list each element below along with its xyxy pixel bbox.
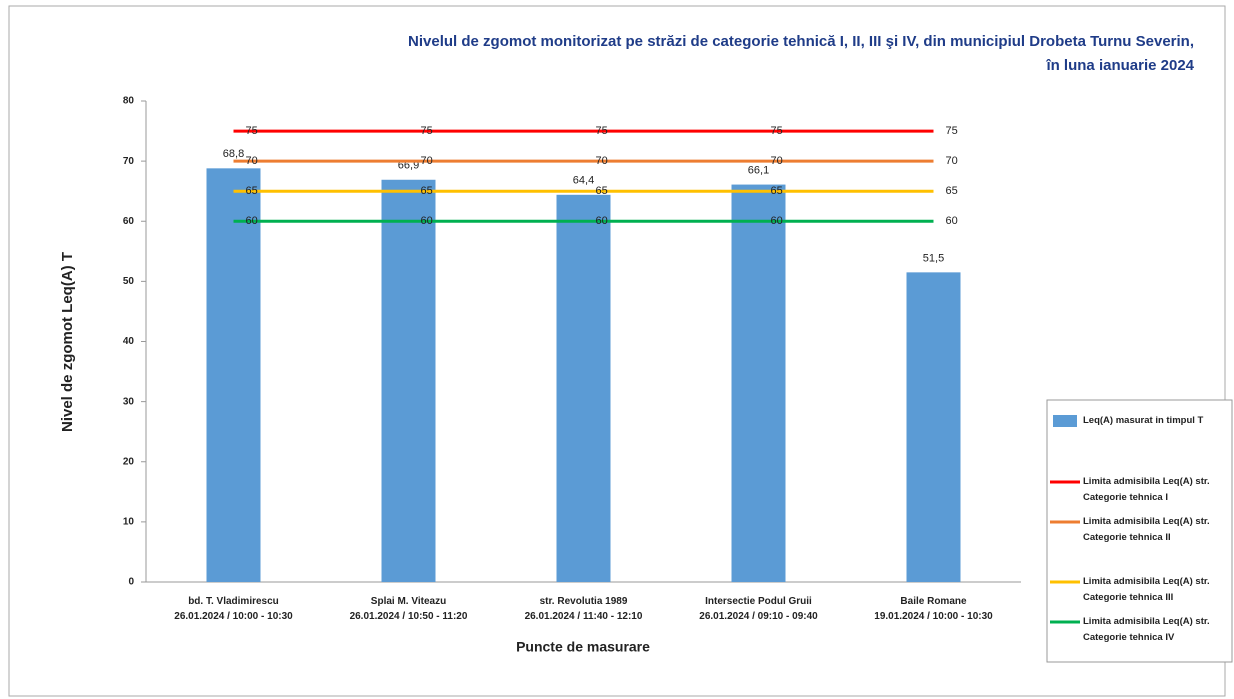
frame	[8, 5, 1226, 697]
bar-value-label: 64,4	[573, 175, 594, 187]
line-value-label: 75	[771, 125, 783, 137]
bar	[381, 179, 436, 583]
legend-label: Limita admisibila Leq(A) str. Categorie …	[1083, 516, 1210, 543]
line-value-label: 65	[421, 185, 433, 197]
legend-label: Limita admisibila Leq(A) str. Categorie …	[1083, 476, 1210, 503]
y-tick-label: 20	[123, 456, 135, 467]
x-tick-label: Intersectie Podul Gruii 26.01.2024 / 09:…	[699, 596, 818, 622]
y-tick-label: 10	[123, 517, 135, 528]
bar-value-label: 51,5	[923, 252, 944, 264]
line-value-label: 65	[946, 185, 958, 197]
legend-label: Leq(A) masurat in timpul T	[1083, 415, 1204, 426]
y-axis-label: Nivel de zgomot Leq(A) T	[59, 252, 76, 432]
line-value-label: 75	[421, 125, 433, 137]
line-value-label: 60	[946, 215, 958, 227]
line-value-label: 60	[596, 215, 608, 227]
line-value-label: 70	[946, 155, 958, 167]
bar	[556, 194, 611, 583]
y-tick-label: 0	[128, 577, 134, 588]
y-tick-label: 60	[123, 216, 135, 227]
bar-value-label: 66,9	[398, 160, 419, 172]
line-value-label: 70	[246, 155, 258, 167]
x-axis-label: Puncte de masurare	[516, 639, 650, 655]
y-tick-label: 70	[123, 156, 135, 167]
y-tick-label: 40	[123, 336, 135, 347]
y-tick-label: 30	[123, 396, 135, 407]
line-value-label: 70	[771, 155, 783, 167]
bar-value-label: 66,1	[748, 164, 769, 176]
line-value-label: 75	[596, 125, 608, 137]
legend-label: Limita admisibila Leq(A) str. Categorie …	[1083, 616, 1210, 643]
y-tick-label: 50	[123, 276, 135, 287]
legend-swatch	[1053, 415, 1077, 427]
bar-value-label: 68,8	[223, 148, 244, 160]
chart-title: Nivelul de zgomot monitorizat pe străzi …	[408, 33, 1194, 74]
line-value-label: 65	[771, 185, 783, 197]
x-tick-label: bd. T. Vladimirescu 26.01.2024 / 10:00 -…	[174, 596, 293, 622]
line-value-label: 65	[246, 185, 258, 197]
legend-box	[1046, 399, 1233, 663]
line-value-label: 65	[596, 185, 608, 197]
x-tick-label: str. Revolutia 1989 26.01.2024 / 11:40 -…	[524, 596, 643, 622]
bar	[906, 272, 961, 582]
line-value-label: 60	[246, 215, 258, 227]
line-value-label: 60	[771, 215, 783, 227]
line-value-label: 75	[246, 125, 258, 137]
x-tick-label: Splai M. Viteazu 26.01.2024 / 10:50 - 11…	[349, 596, 468, 622]
bar	[206, 168, 261, 582]
legend-label: Limita admisibila Leq(A) str. Categorie …	[1083, 576, 1210, 603]
y-tick-label: 80	[123, 96, 135, 107]
line-value-label: 70	[421, 155, 433, 167]
line-value-label: 60	[421, 215, 433, 227]
line-value-label: 75	[946, 125, 958, 137]
line-value-label: 70	[596, 155, 608, 167]
x-tick-label: Baile Romane 19.01.2024 / 10:00 - 10:30	[874, 596, 993, 622]
bar	[731, 184, 786, 583]
